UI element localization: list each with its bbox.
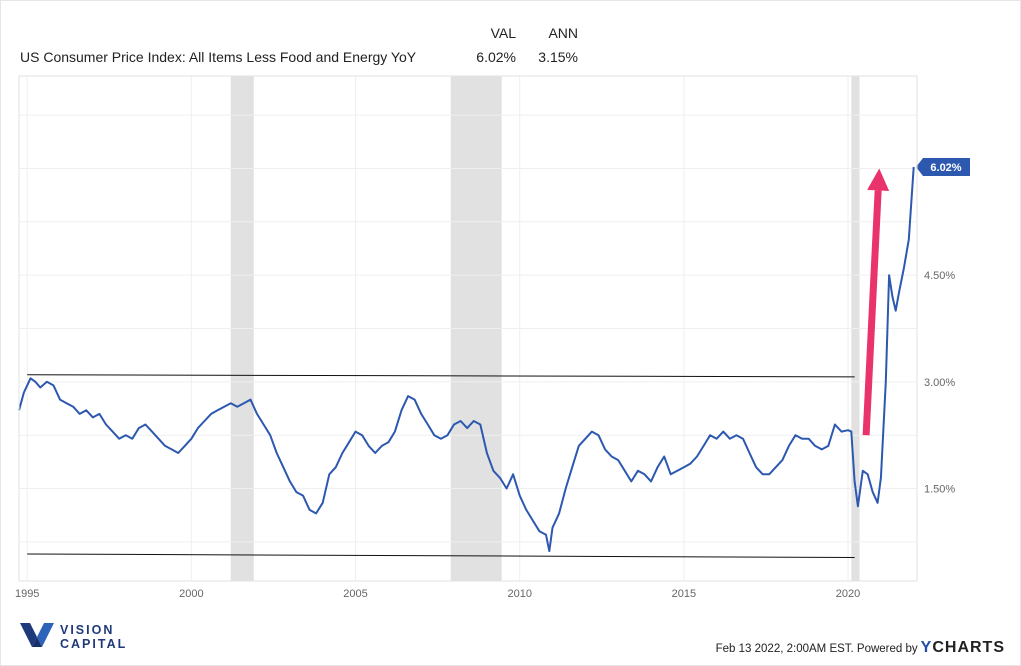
x-tick-label-2020: 2020 xyxy=(836,588,860,600)
upper-trend-line xyxy=(27,374,855,378)
col-header-val: VAL xyxy=(490,25,516,41)
logo-line-1: VISION xyxy=(60,623,115,637)
footer-timestamp: Feb 13 2022, 2:00AM EST. Powered by xyxy=(715,643,918,655)
x-tick-label-2010: 2010 xyxy=(507,588,531,600)
plot-border xyxy=(18,75,918,582)
x-tick-label-2015: 2015 xyxy=(672,588,696,600)
v-logo-icon xyxy=(20,623,54,647)
series-ann: 3.15% xyxy=(538,49,578,65)
last-value-label: 6.02% xyxy=(930,162,961,174)
ycharts-brand[interactable]: YCHARTS xyxy=(920,639,1005,656)
cpi-series-line xyxy=(18,166,915,553)
last-value-badge xyxy=(916,158,970,177)
x-tick-label-2000: 2000 xyxy=(179,588,203,600)
lower-trend-line xyxy=(27,553,855,559)
arrow-head xyxy=(867,168,890,191)
y-tick-label: 3.00% xyxy=(924,377,955,389)
series-val: 6.02% xyxy=(476,49,516,65)
footer-credit: Feb 13 2022, 2:00AM EST. Powered by YCHA… xyxy=(716,639,1005,657)
x-tick-label-2005: 2005 xyxy=(343,588,367,600)
arrow-shaft xyxy=(862,190,882,436)
col-header-ann: ANN xyxy=(548,25,578,41)
logo-line-2: CAPITAL xyxy=(60,637,128,651)
x-tick-label-1995: 1995 xyxy=(15,588,39,600)
vision-capital-logo: VISION CAPITAL xyxy=(20,623,127,651)
y-tick-label: 4.50% xyxy=(924,270,955,282)
series-label[interactable]: US Consumer Price Index: All Items Less … xyxy=(20,49,417,65)
y-tick-label: 1.50% xyxy=(924,484,955,496)
